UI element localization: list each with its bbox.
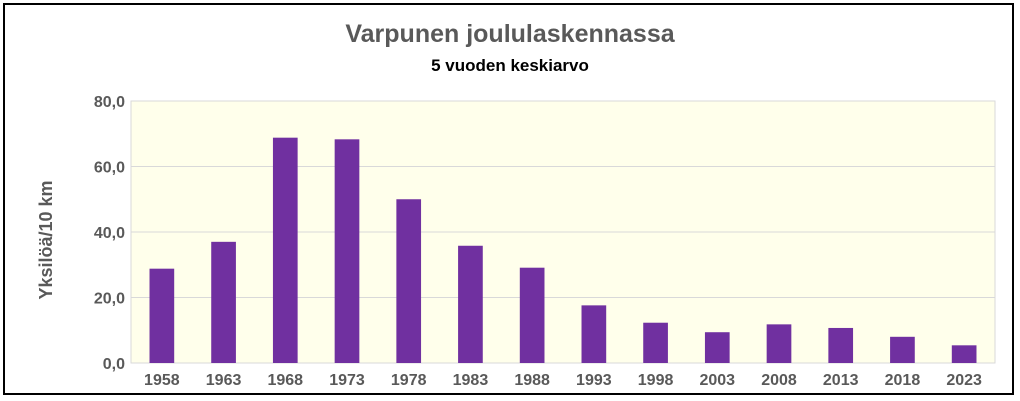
x-tick-label: 1963 bbox=[206, 372, 242, 389]
bar-2013 bbox=[828, 327, 854, 363]
bar-2003 bbox=[704, 332, 730, 363]
bar-2008 bbox=[766, 324, 792, 363]
y-axis-title: Yksilöä/10 km bbox=[36, 180, 56, 299]
bar-2023 bbox=[951, 345, 977, 363]
x-axis-ticks: 1958 1963 1968 1973 1978 1983 1988 1993 1998 2003… bbox=[144, 372, 982, 389]
x-tick-label: 2013 bbox=[823, 372, 859, 389]
x-tick-label: 1968 bbox=[267, 372, 303, 389]
x-tick-label: 1973 bbox=[329, 372, 365, 389]
y-tick-label: 0,0 bbox=[103, 356, 125, 373]
x-tick-label: 1958 bbox=[144, 372, 180, 389]
y-axis-ticks: 0,0 20,0 40,0 60,0 80,0 bbox=[94, 94, 125, 373]
x-tick-label: 2008 bbox=[761, 372, 797, 389]
x-tick-label: 2023 bbox=[946, 372, 982, 389]
x-tick-label: 1978 bbox=[391, 372, 427, 389]
bar-2018 bbox=[890, 336, 915, 363]
x-tick-label: 1998 bbox=[638, 372, 674, 389]
bars bbox=[149, 137, 977, 363]
x-tick-label: 1988 bbox=[514, 372, 550, 389]
x-tick-label: 1983 bbox=[453, 372, 489, 389]
bar-1978 bbox=[396, 199, 422, 363]
y-tick-label: 20,0 bbox=[94, 291, 125, 308]
bar-1983 bbox=[458, 245, 483, 363]
bar-1993 bbox=[581, 305, 607, 363]
x-tick-label: 2018 bbox=[885, 372, 921, 389]
bar-1963 bbox=[211, 241, 236, 363]
y-tick-label: 60,0 bbox=[94, 160, 125, 177]
bar-1988 bbox=[519, 267, 545, 363]
bar-1998 bbox=[643, 322, 668, 363]
bar-1958 bbox=[149, 268, 175, 363]
y-tick-label: 80,0 bbox=[94, 94, 125, 111]
x-tick-label: 2003 bbox=[699, 372, 735, 389]
bar-1973 bbox=[334, 139, 360, 363]
chart-title: Varpunen joululaskennassa bbox=[345, 20, 675, 48]
chart-subtitle: 5 vuoden keskiarvo bbox=[431, 56, 589, 75]
bar-1968 bbox=[272, 137, 298, 363]
y-tick-label: 40,0 bbox=[94, 225, 125, 242]
x-tick-label: 1993 bbox=[576, 372, 612, 389]
